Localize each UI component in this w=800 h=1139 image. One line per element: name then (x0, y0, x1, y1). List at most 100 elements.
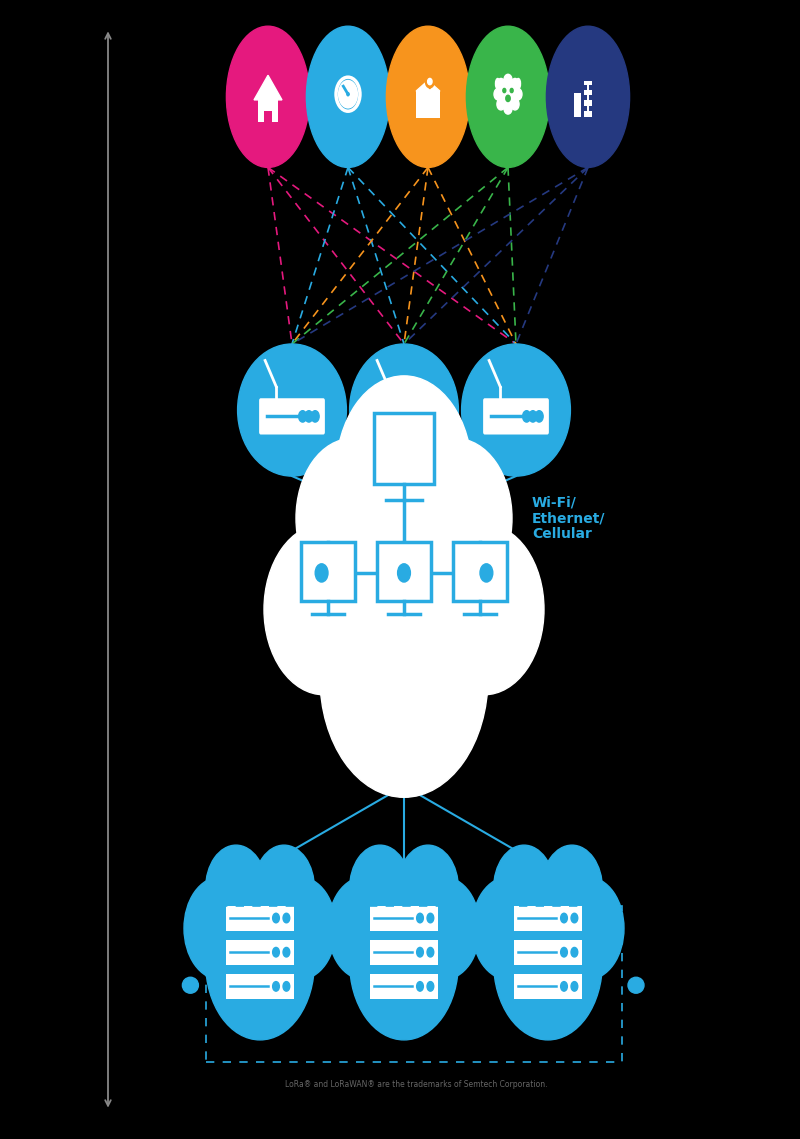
Circle shape (472, 877, 544, 980)
Circle shape (264, 524, 384, 695)
FancyBboxPatch shape (374, 413, 434, 484)
Polygon shape (416, 81, 440, 101)
Circle shape (273, 913, 279, 923)
Circle shape (542, 845, 602, 932)
Circle shape (283, 913, 290, 923)
Circle shape (417, 982, 423, 991)
Circle shape (552, 877, 624, 980)
Circle shape (264, 877, 336, 980)
Ellipse shape (350, 344, 458, 476)
Circle shape (535, 411, 543, 423)
Circle shape (336, 376, 472, 570)
Circle shape (424, 524, 544, 695)
FancyBboxPatch shape (514, 940, 582, 965)
Circle shape (494, 89, 502, 100)
Circle shape (497, 98, 505, 110)
Circle shape (305, 411, 313, 423)
Ellipse shape (462, 344, 570, 476)
FancyBboxPatch shape (370, 906, 438, 931)
FancyBboxPatch shape (301, 542, 355, 601)
Circle shape (350, 885, 458, 1040)
Circle shape (571, 913, 578, 923)
Ellipse shape (546, 26, 630, 167)
Circle shape (423, 411, 431, 423)
Circle shape (296, 439, 408, 598)
Circle shape (571, 948, 578, 957)
Circle shape (350, 845, 410, 932)
FancyBboxPatch shape (377, 542, 431, 601)
Ellipse shape (466, 26, 550, 167)
Ellipse shape (306, 26, 390, 167)
Text: Wi-Fi/
Ethernet/
Cellular: Wi-Fi/ Ethernet/ Cellular (532, 495, 606, 541)
FancyBboxPatch shape (583, 81, 593, 116)
FancyBboxPatch shape (514, 974, 582, 999)
Circle shape (480, 564, 493, 582)
FancyBboxPatch shape (370, 940, 438, 965)
FancyBboxPatch shape (584, 106, 587, 110)
FancyBboxPatch shape (589, 84, 592, 90)
Ellipse shape (516, 79, 521, 89)
Ellipse shape (226, 26, 310, 167)
Circle shape (494, 885, 602, 1040)
Ellipse shape (338, 80, 358, 108)
FancyBboxPatch shape (584, 96, 587, 100)
Circle shape (417, 913, 423, 923)
FancyBboxPatch shape (589, 106, 592, 110)
Circle shape (427, 982, 434, 991)
Circle shape (504, 74, 512, 85)
Circle shape (184, 877, 256, 980)
Circle shape (428, 79, 432, 84)
Polygon shape (428, 83, 432, 89)
Circle shape (283, 948, 290, 957)
FancyBboxPatch shape (514, 906, 582, 931)
FancyBboxPatch shape (483, 399, 549, 434)
Circle shape (503, 89, 506, 92)
Circle shape (283, 982, 290, 991)
Circle shape (206, 885, 314, 1040)
FancyBboxPatch shape (226, 906, 294, 931)
Ellipse shape (182, 977, 198, 993)
Circle shape (408, 877, 480, 980)
Circle shape (400, 439, 512, 598)
Ellipse shape (628, 977, 644, 993)
Circle shape (561, 913, 567, 923)
Circle shape (511, 79, 519, 90)
Circle shape (273, 948, 279, 957)
Circle shape (410, 411, 418, 423)
Circle shape (510, 89, 513, 92)
FancyBboxPatch shape (589, 96, 592, 100)
Circle shape (561, 982, 567, 991)
Circle shape (529, 411, 537, 423)
Circle shape (426, 75, 434, 88)
Circle shape (494, 845, 554, 932)
FancyBboxPatch shape (371, 399, 437, 434)
Circle shape (398, 845, 458, 932)
Circle shape (254, 845, 314, 932)
Circle shape (506, 96, 510, 101)
Ellipse shape (238, 344, 346, 476)
Circle shape (514, 89, 522, 100)
FancyBboxPatch shape (574, 93, 582, 116)
FancyBboxPatch shape (226, 974, 294, 999)
FancyBboxPatch shape (416, 91, 440, 118)
Circle shape (328, 877, 400, 980)
Circle shape (497, 79, 519, 110)
FancyBboxPatch shape (264, 110, 272, 122)
Circle shape (497, 79, 505, 90)
Circle shape (206, 845, 266, 932)
FancyBboxPatch shape (584, 84, 587, 90)
Circle shape (427, 948, 434, 957)
Circle shape (511, 98, 519, 110)
Circle shape (427, 913, 434, 923)
Circle shape (417, 411, 425, 423)
FancyBboxPatch shape (258, 99, 278, 122)
Circle shape (347, 92, 349, 96)
Ellipse shape (386, 26, 470, 167)
Text: LoRa® and LoRaWAN® are the trademarks of Semtech Corporation.: LoRa® and LoRaWAN® are the trademarks of… (285, 1080, 547, 1089)
Circle shape (311, 411, 319, 423)
FancyBboxPatch shape (453, 542, 507, 601)
Circle shape (320, 558, 488, 797)
FancyBboxPatch shape (226, 940, 294, 965)
Ellipse shape (495, 79, 500, 89)
Circle shape (398, 564, 410, 582)
